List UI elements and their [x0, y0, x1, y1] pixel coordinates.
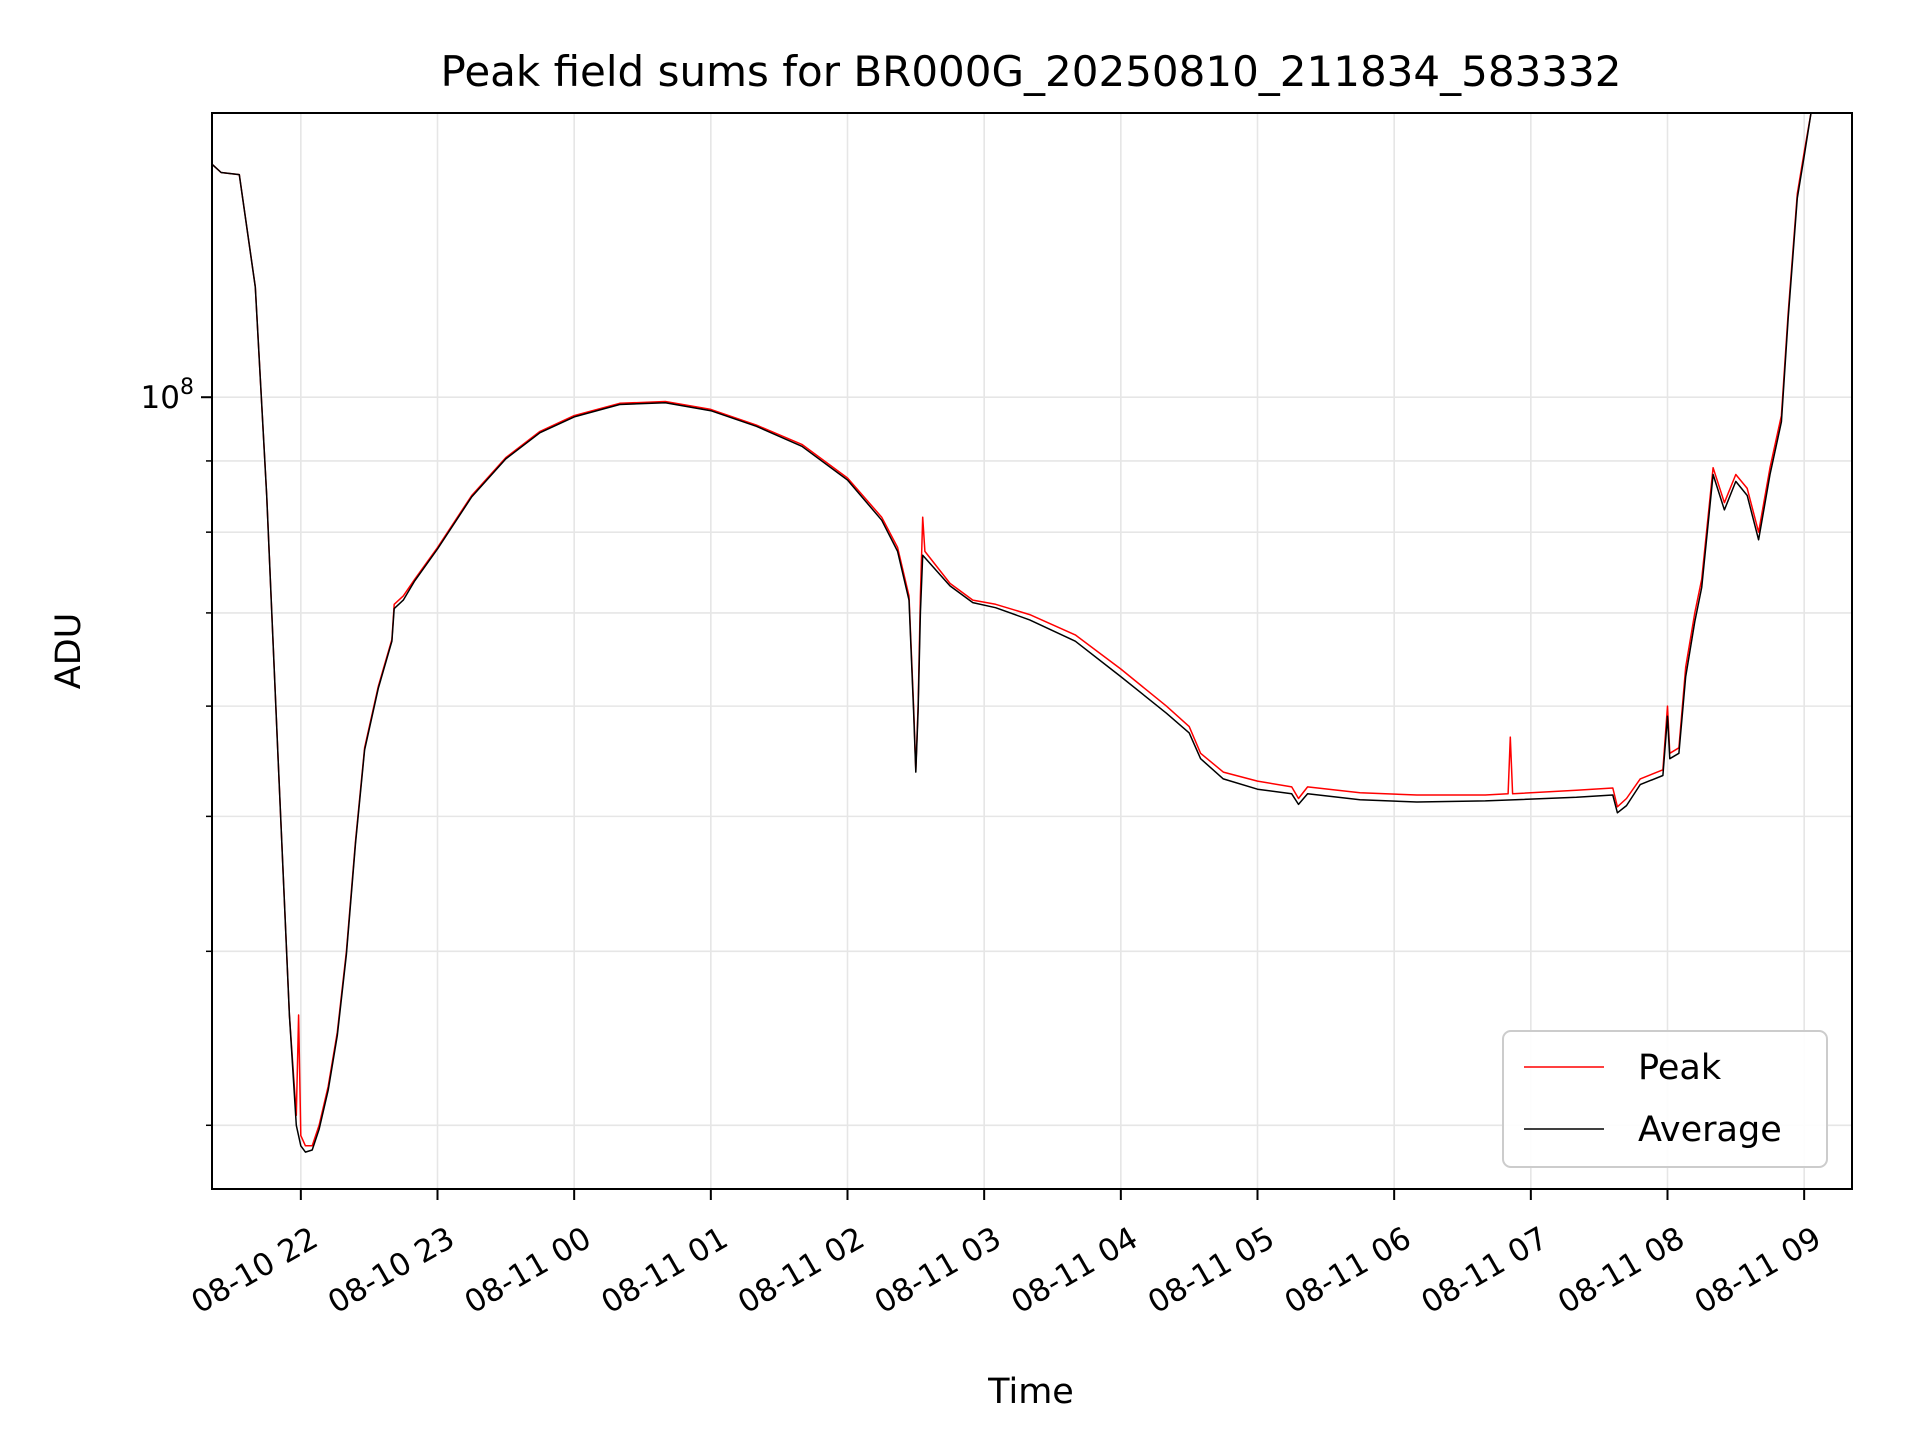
y-axis-label: ADU — [49, 613, 89, 690]
y-tick-label: 108 — [141, 375, 194, 416]
plot-frame — [211, 112, 1853, 1190]
series-lines — [212, 113, 1812, 1153]
legend-frame — [1502, 1030, 1828, 1168]
plot-background — [212, 113, 1852, 1189]
legend-label-average: Average — [1638, 1110, 1782, 1150]
legend: Peak Average — [1502, 1030, 1828, 1168]
x-axis-label: Time — [987, 1372, 1074, 1412]
legend-label-peak: Peak — [1638, 1048, 1722, 1088]
chart-title: Peak field sums for BR000G_20250810_2118… — [441, 47, 1622, 96]
grid — [212, 113, 1852, 1189]
series-line-average — [212, 113, 1812, 1153]
